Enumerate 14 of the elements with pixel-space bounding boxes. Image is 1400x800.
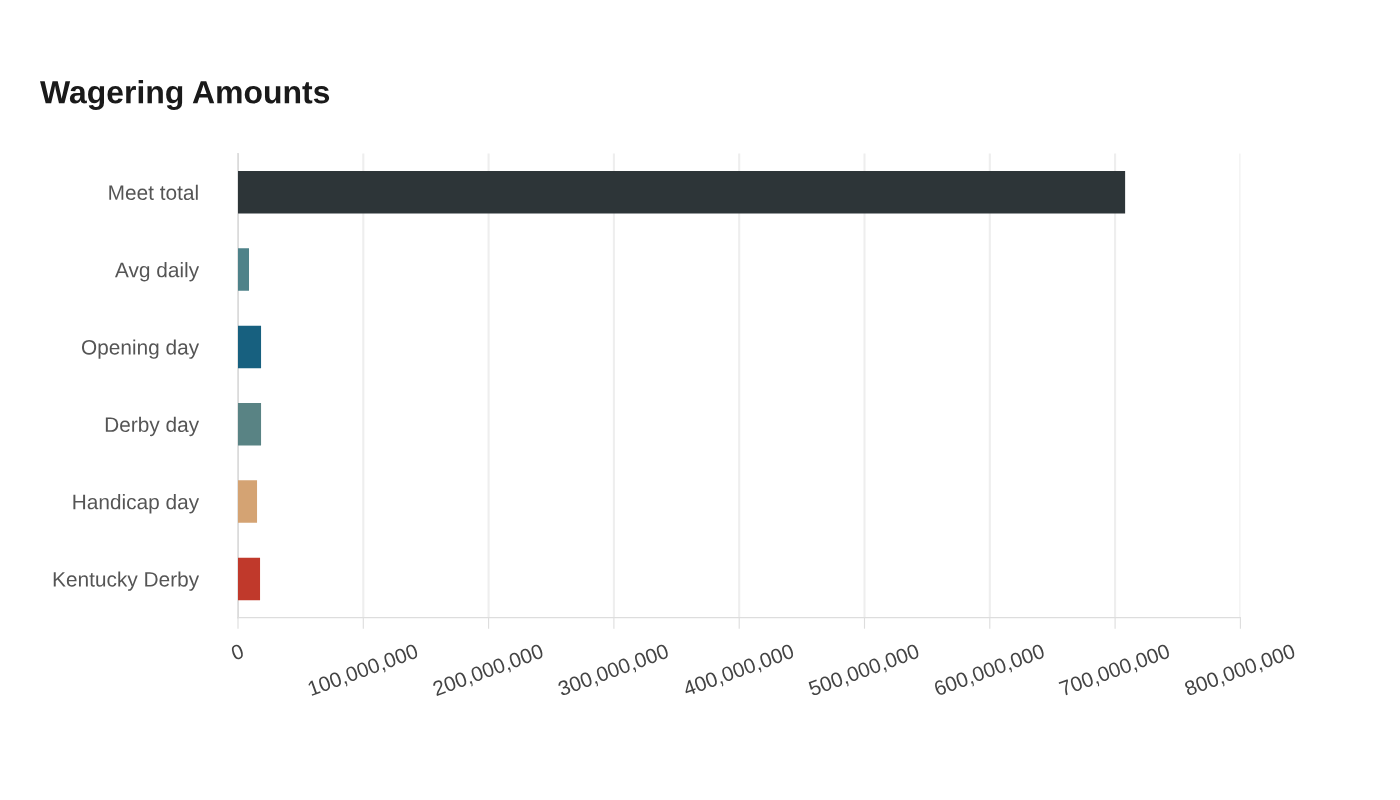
chart-title: Wagering Amounts: [40, 80, 330, 110]
x-tick-label: 0: [230, 643, 245, 661]
bar: [238, 403, 262, 446]
y-tick-label: Avg daily: [114, 262, 200, 282]
y-tick-label: Derby day: [105, 416, 200, 437]
y-tick-label: Handicap day: [73, 494, 200, 514]
bar: [238, 480, 258, 523]
bar: [238, 557, 261, 601]
bar: [238, 171, 1126, 214]
y-tick-label: Opening day: [81, 339, 200, 359]
y-tick-label: Kentucky Derby: [53, 571, 200, 591]
bar: [238, 325, 262, 369]
bar: [238, 248, 250, 291]
y-tick-label: Meet total: [109, 184, 198, 201]
